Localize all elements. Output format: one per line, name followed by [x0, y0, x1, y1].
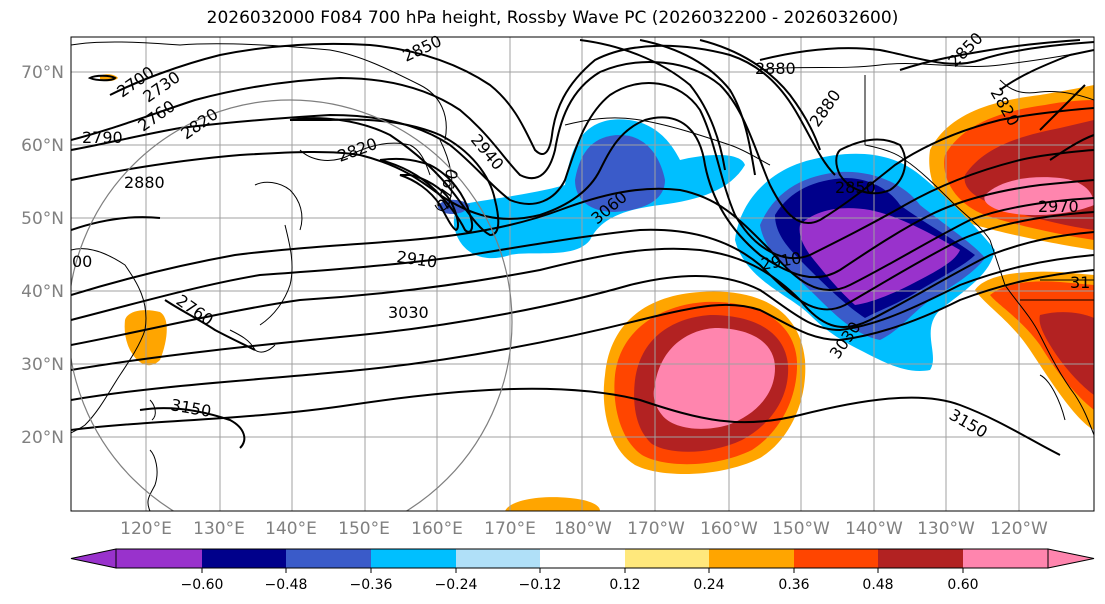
height-contours	[71, 39, 1094, 456]
lat-label: 40°N	[21, 282, 64, 302]
anomaly-shading	[100, 74, 1094, 511]
contour-label: 2880	[124, 173, 165, 192]
lon-label: 130°W	[917, 519, 975, 539]
colorbar-min-extension	[70, 548, 117, 569]
lon-label: 130°E	[193, 519, 245, 539]
lon-label: 170°E	[484, 519, 536, 539]
lon-label: 140°E	[265, 519, 317, 539]
colorbar: −0.60 −0.48 −0.36 −0.24 −0.12 0.12 0.24 0.36 0.4…	[70, 548, 1095, 593]
colorbar-segment	[371, 549, 456, 568]
colorbar-segment	[709, 549, 794, 568]
colorbar-segment	[878, 549, 963, 568]
region-circle	[71, 99, 513, 511]
lon-label: 180°W	[554, 519, 612, 539]
contour-label: 2790	[82, 128, 123, 147]
colorbar-tick-label: 0.24	[693, 577, 724, 593]
contour-label: 2970	[1038, 197, 1079, 216]
coastlines	[71, 41, 1094, 511]
lat-label: 60°N	[21, 136, 64, 156]
longitude-labels: 120°E 130°E 140°E 150°E 160°E 170°E 180°…	[120, 519, 1048, 539]
contour-label: 2850	[835, 178, 876, 197]
colorbar-tick-label: 0.12	[609, 577, 640, 593]
map-title: 2026032000 F084 700 hPa height, Rossby W…	[206, 8, 899, 28]
lat-label: 50°N	[21, 209, 64, 229]
colorbar-frame	[115, 548, 1049, 569]
colorbar-tick-label: 0.36	[778, 577, 809, 593]
contour-label: 00	[72, 252, 92, 271]
colorbar-tick-label: −0.60	[181, 577, 224, 593]
lon-label: 140°W	[845, 519, 903, 539]
colorbar-segment	[963, 549, 1048, 568]
colorbar-tick-label: −0.24	[435, 577, 478, 593]
contour-label: 2880	[755, 59, 796, 78]
colorbar-tick-label: 0.48	[862, 577, 893, 593]
lon-label: 120°E	[120, 519, 172, 539]
lon-label: 160°W	[700, 519, 758, 539]
colorbar-tick-label: 0.60	[947, 577, 978, 593]
lat-label: 20°N	[21, 428, 64, 448]
map-frame	[70, 36, 1095, 512]
colorbar-tick-label: −0.36	[350, 577, 393, 593]
lon-label: 170°W	[627, 519, 685, 539]
colorbar-tick-label: −0.12	[519, 577, 562, 593]
colorbar-segment	[540, 549, 625, 568]
colorbar-segment	[625, 549, 709, 568]
latitude-labels: 70°N 60°N 50°N 40°N 30°N 20°N	[21, 63, 64, 448]
lon-label: 150°W	[772, 519, 830, 539]
colorbar-segment	[286, 549, 371, 568]
colorbar-max-extension	[1047, 548, 1095, 569]
colorbar-segment	[456, 549, 540, 568]
lon-label: 150°E	[338, 519, 390, 539]
contour-label: 3030	[388, 303, 429, 322]
colorbar-segment	[202, 549, 286, 568]
lat-label: 70°N	[21, 63, 64, 83]
lon-label: 160°E	[411, 519, 463, 539]
colorbar-segment	[116, 549, 202, 568]
colorbar-tick-label: −0.48	[265, 577, 308, 593]
lon-label: 120°W	[990, 519, 1048, 539]
contour-label: 31	[1070, 273, 1090, 292]
lat-label: 30°N	[21, 355, 64, 375]
colorbar-segment	[794, 549, 878, 568]
